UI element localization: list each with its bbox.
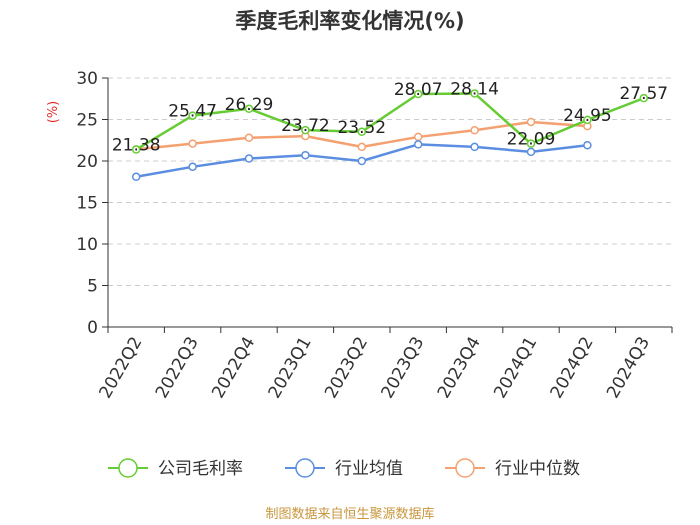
legend-item-2: 行业中位数: [445, 458, 580, 479]
x-tick-label-2024Q1: 2024Q1: [490, 334, 541, 402]
y-tick-label-20: 20: [76, 152, 98, 172]
x-tick-label-2023Q2: 2023Q2: [321, 334, 372, 402]
series-1-point-2024Q2: [583, 140, 592, 150]
legend-marker-1: [295, 458, 315, 478]
x-tick-label-2024Q3: 2024Q3: [603, 334, 654, 402]
legend: 公司毛利率 行业均值 行业中位数: [108, 458, 580, 479]
series-1-point-2023Q3: [413, 140, 423, 149]
legend-label-2: 行业中位数: [495, 459, 580, 479]
series-1-point-2022Q4: [244, 154, 254, 163]
x-tick-label-2022Q2: 2022Q2: [95, 334, 146, 402]
series-0-point-2023Q3: [413, 89, 423, 99]
series-line-0: [135, 92, 645, 151]
series-0-point-2024Q2: [583, 115, 592, 125]
data-label-2023Q3: 28.07: [394, 80, 443, 100]
series-0-point-2022Q2: [131, 145, 141, 154]
y-tick-label-25: 25: [76, 111, 98, 131]
x-tick-label-2022Q3: 2022Q3: [152, 334, 203, 402]
series-2-point-2023Q2: [357, 142, 367, 152]
series-1-point-2022Q3: [188, 162, 197, 172]
x-tick-label-2024Q2: 2024Q2: [547, 334, 598, 402]
series-0-point-2023Q4: [470, 89, 479, 98]
data-label-2022Q2: 21.38: [112, 136, 161, 156]
y-tick-label-5: 5: [87, 277, 98, 297]
legend-label-0: 公司毛利率: [158, 459, 243, 479]
x-tick-label-2023Q4: 2023Q4: [434, 333, 485, 401]
series-1-point-2023Q4: [470, 142, 479, 152]
series-2-point-2022Q4: [244, 133, 254, 143]
series-1-point-2022Q2: [131, 172, 141, 182]
y-axis-label: (%): [46, 101, 61, 124]
data-labels: 21.38 25.47 26.29 23.72 23.52 28.07 28.14 22.09…: [112, 79, 668, 155]
series-lines: [131, 89, 649, 182]
data-label-2022Q4: 26.29: [225, 95, 274, 115]
y-tick-label-15: 15: [76, 194, 98, 214]
series-0-point-2023Q1: [301, 125, 310, 135]
series-1-point-2023Q1: [301, 150, 310, 160]
data-label-2023Q2: 23.52: [337, 118, 386, 138]
y-tick-label-30: 30: [76, 69, 98, 89]
x-tick-label-2022Q4: 2022Q4: [208, 334, 259, 402]
x-tick-label-2023Q3: 2023Q3: [377, 334, 428, 402]
x-tick-label-2023Q1: 2023Q1: [265, 334, 316, 402]
data-label-2024Q1: 22.09: [507, 130, 556, 150]
data-label-2023Q4: 28.14: [450, 79, 499, 99]
series-1-point-2023Q2: [357, 156, 367, 166]
grid-lines: [108, 77, 672, 286]
legend-marker-0: [118, 458, 138, 478]
series-0-point-2022Q4: [244, 104, 254, 114]
y-tick-label-10: 10: [76, 235, 98, 255]
data-label-2022Q3: 25.47: [168, 102, 217, 122]
series-2-point-2024Q1: [526, 117, 536, 127]
series-2-point-2023Q3: [413, 132, 423, 142]
series-0-point-2024Q1: [526, 139, 536, 148]
series-0-point-2024Q3: [639, 93, 649, 103]
y-tick-label-0: 0: [87, 318, 98, 338]
chart-title: 季度毛利率变化情况(%): [235, 9, 464, 33]
legend-item-0: 公司毛利率: [108, 458, 243, 479]
data-label-2023Q1: 23.72: [281, 116, 330, 136]
series-0-point-2023Q2: [357, 127, 367, 137]
data-label-2024Q2: 24.95: [563, 106, 612, 126]
data-label-2024Q3: 27.57: [619, 84, 668, 104]
legend-label-1: 行业均值: [335, 459, 403, 479]
series-0-point-2022Q3: [188, 111, 197, 120]
source-note: 制图数据来自恒生聚源数据库: [265, 506, 434, 522]
series-2-point-2023Q4: [470, 126, 479, 135]
legend-marker-2: [455, 458, 475, 478]
series-1-point-2024Q1: [526, 147, 536, 157]
legend-item-1: 行业均值: [285, 458, 403, 479]
series-2-point-2022Q3: [188, 139, 197, 148]
